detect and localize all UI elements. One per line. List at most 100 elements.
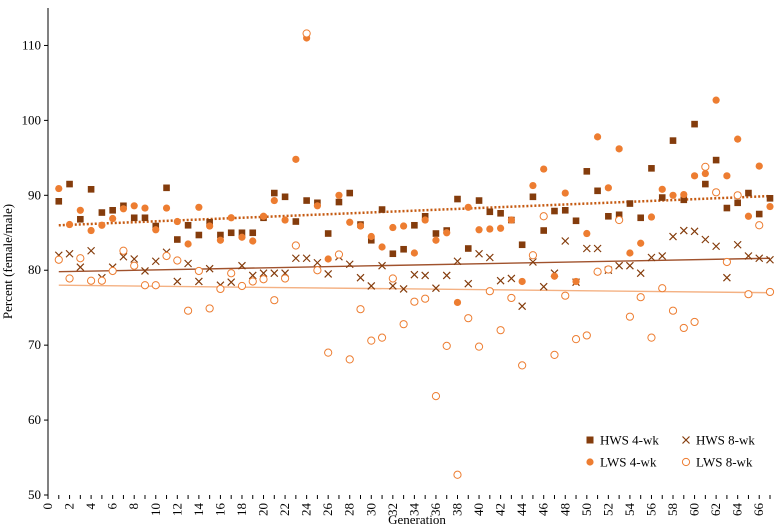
point-lws-8-wk <box>270 296 279 305</box>
x-tick-label: 62 <box>708 503 723 516</box>
point-hws-8-wk <box>173 277 182 286</box>
point-lws-4-wk <box>766 202 774 211</box>
point-lws-8-wk <box>345 355 354 364</box>
point-hws-4-wk <box>400 245 407 253</box>
x-tick-label: 60 <box>687 503 702 516</box>
x-tick-label: 64 <box>730 503 745 517</box>
point-hws-4-wk <box>540 227 548 234</box>
point-lws-8-wk <box>216 284 225 294</box>
point-lws-4-wk <box>734 135 742 143</box>
trendlines <box>58 194 771 294</box>
x-tick-label: 30 <box>363 503 378 516</box>
point-hws-8-wk <box>636 269 645 278</box>
point-lws-4-wk <box>173 217 181 226</box>
point-lws-8-wk <box>108 266 117 276</box>
point-hws-4-wk <box>184 221 192 229</box>
point-lws-8-wk <box>615 215 624 225</box>
point-hws-4-wk <box>561 206 569 214</box>
point-lws-8-wk <box>248 277 257 286</box>
point-lws-4-wk <box>669 191 677 199</box>
point-lws-8-wk <box>140 281 150 290</box>
point-lws-8-wk <box>647 333 656 342</box>
point-lws-4-wk <box>453 298 462 307</box>
legend: HWS 4-wk HWS 8-wk LWS 4-wk LWS 8-wk <box>586 433 755 470</box>
point-hws-4-wk <box>637 214 644 222</box>
point-lws-4-wk <box>755 162 763 170</box>
point-lws-4-wk <box>540 165 548 173</box>
point-hws-4-wk <box>669 137 677 144</box>
x-tick-label: 0 <box>40 503 55 510</box>
legend-label-lws-4wk: LWS 4-wk <box>600 455 657 470</box>
point-hws-8-wk <box>410 270 419 279</box>
point-lws-8-wk <box>593 267 602 276</box>
point-hws-8-wk <box>593 244 602 253</box>
point-hws-4-wk <box>174 236 181 243</box>
point-hws-8-wk <box>722 273 731 282</box>
point-hws-4-wk <box>109 206 116 214</box>
point-hws-8-wk <box>421 271 430 280</box>
point-hws-8-wk <box>615 261 624 270</box>
x-tick-label: 48 <box>557 503 572 516</box>
point-hws-8-wk <box>442 271 451 280</box>
point-lws-4-wk <box>119 205 128 213</box>
point-lws-8-wk <box>765 287 775 297</box>
point-lws-4-wk <box>216 236 225 244</box>
point-lws-4-wk <box>615 145 623 153</box>
point-hws-8-wk <box>755 254 764 263</box>
point-hws-4-wk <box>130 214 138 222</box>
point-lws-8-wk <box>259 275 268 284</box>
x-tick-label: 26 <box>320 503 335 517</box>
point-hws-4-wk <box>723 204 731 212</box>
y-tick-label: 50 <box>28 487 41 502</box>
point-lws-8-wk <box>65 274 74 283</box>
point-lws-4-wk <box>744 212 753 220</box>
point-lws-8-wk <box>636 293 645 302</box>
point-hws-8-wk <box>766 255 774 264</box>
point-hws-4-wk <box>87 186 95 193</box>
point-lws-4-wk <box>593 133 602 141</box>
point-lws-4-wk <box>561 189 569 197</box>
point-lws-8-wk <box>474 342 484 351</box>
point-lws-4-wk <box>475 226 483 234</box>
point-lws-8-wk <box>399 320 408 329</box>
point-lws-4-wk <box>432 236 440 244</box>
point-lws-4-wk <box>378 243 386 251</box>
point-lws-4-wk <box>443 229 451 237</box>
point-hws-8-wk <box>496 276 505 285</box>
point-hws-4-wk <box>98 209 106 216</box>
point-lws-8-wk <box>76 254 85 263</box>
x-tick-label: 56 <box>643 503 658 517</box>
point-lws-8-wk <box>442 341 451 351</box>
x-tick-label: 50 <box>579 503 594 516</box>
legend-marker-hws-4wk <box>586 436 594 444</box>
point-lws-4-wk <box>421 216 429 224</box>
point-lws-4-wk <box>206 222 214 230</box>
point-hws-4-wk <box>163 184 170 192</box>
point-lws-8-wk <box>237 281 247 291</box>
point-hws-8-wk <box>367 282 376 290</box>
point-hws-4-wk <box>378 206 386 213</box>
x-tick-label: 4 <box>83 503 98 510</box>
y-tick-label: 110 <box>22 37 41 52</box>
point-lws-4-wk <box>389 223 397 232</box>
point-lws-8-wk <box>119 246 128 255</box>
point-hws-4-wk <box>551 207 558 215</box>
point-lws-4-wk <box>152 226 160 234</box>
point-lws-8-wk <box>550 350 559 359</box>
point-lws-4-wk <box>238 233 246 241</box>
point-lws-8-wk <box>356 305 365 314</box>
point-hws-4-wk <box>270 189 278 197</box>
point-lws-8-wk <box>496 326 505 335</box>
point-lws-8-wk <box>324 348 333 357</box>
point-lws-8-wk <box>54 255 63 264</box>
trendline-lws-8-wk <box>58 284 771 294</box>
point-hws-8-wk <box>518 302 527 311</box>
point-lws-8-wk <box>130 261 139 270</box>
point-hws-8-wk <box>690 227 699 236</box>
x-tick-label: 66 <box>751 503 766 517</box>
point-hws-4-wk <box>346 189 354 197</box>
point-hws-4-wk <box>572 217 580 225</box>
point-lws-4-wk <box>583 229 591 238</box>
point-lws-4-wk <box>356 222 365 230</box>
x-tick-label: 46 <box>536 503 551 517</box>
